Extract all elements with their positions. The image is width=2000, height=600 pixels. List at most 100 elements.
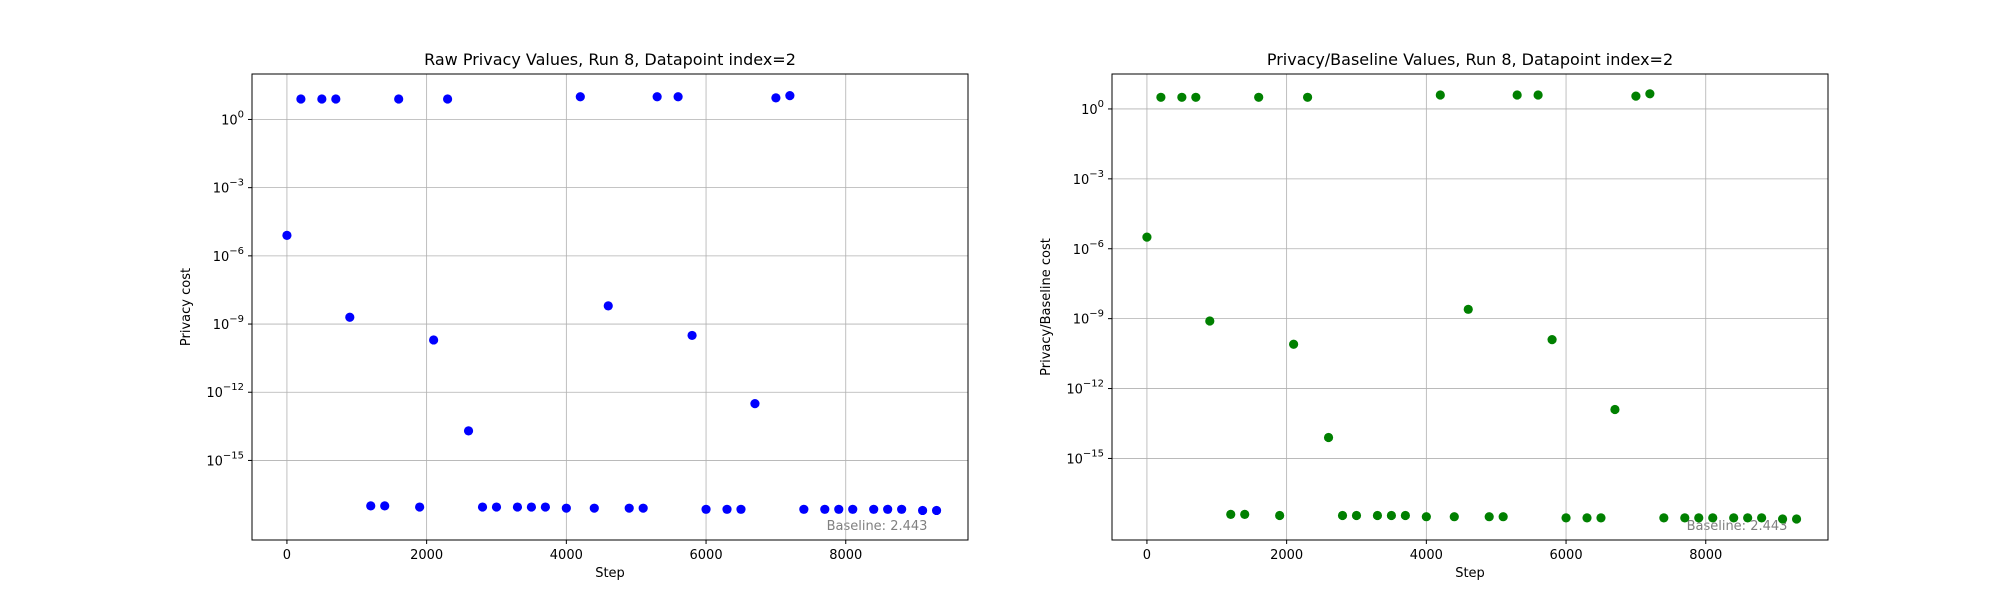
data-point xyxy=(1240,509,1250,519)
data-point xyxy=(785,90,795,101)
data-point xyxy=(589,503,599,513)
data-point xyxy=(687,330,697,341)
data-point xyxy=(1156,92,1166,102)
data-point xyxy=(1659,513,1669,523)
data-point xyxy=(1351,510,1362,521)
data-point xyxy=(624,503,634,513)
y-tick-label: 10−3 xyxy=(1073,169,1104,188)
data-point xyxy=(1777,514,1788,524)
y-tick-label: 10−15 xyxy=(206,450,244,469)
data-point xyxy=(1226,509,1236,519)
y-axis-label: Privacy/Baseline cost xyxy=(1039,238,1054,376)
data-point xyxy=(296,94,306,104)
data-point xyxy=(603,301,613,311)
data-point xyxy=(1323,432,1334,443)
data-point xyxy=(1142,232,1152,242)
x-tick-label: 6000 xyxy=(690,548,723,563)
axis-ticks: 0 2000 4000 6000 8000 100 10−3 10−6 10−9 10−12 10−… xyxy=(206,109,862,563)
x-axis-label: Step xyxy=(595,566,625,581)
y-tick-label: 10−12 xyxy=(1066,379,1104,398)
x-tick-label: 8000 xyxy=(829,548,862,563)
data-point xyxy=(1463,304,1473,314)
data-point xyxy=(1757,513,1767,523)
x-tick-label: 6000 xyxy=(1550,548,1583,563)
plot-frame xyxy=(1111,73,1829,541)
axis-ticks: 0 2000 4000 6000 8000 100 10−3 10−6 10−9 10−12 10−… xyxy=(1066,99,1722,563)
grid-lines xyxy=(1112,74,1828,540)
data-point xyxy=(1610,404,1620,415)
data-point xyxy=(1372,510,1383,521)
data-point xyxy=(526,502,537,512)
data-point xyxy=(848,504,858,514)
data-point xyxy=(1561,513,1571,523)
data-point xyxy=(512,502,523,512)
data-point xyxy=(750,399,760,409)
data-point xyxy=(345,312,355,322)
data-point xyxy=(1680,513,1690,523)
data-point xyxy=(380,501,390,511)
data-point xyxy=(366,501,376,511)
data-point xyxy=(1484,512,1494,522)
x-tick-label: 0 xyxy=(283,548,291,563)
data-point xyxy=(799,504,809,514)
data-point xyxy=(575,92,585,102)
data-point xyxy=(415,502,425,512)
data-points xyxy=(282,90,942,516)
y-axis-label: Privacy cost xyxy=(179,268,194,346)
data-point xyxy=(1275,510,1285,521)
raw-privacy-chart: Raw Privacy Values, Run 8, Datapoint ind… xyxy=(179,50,969,581)
plot-frame xyxy=(251,73,969,541)
x-tick-label: 4000 xyxy=(1410,548,1443,563)
data-point xyxy=(1435,90,1445,100)
data-point xyxy=(1449,512,1459,522)
data-point xyxy=(561,503,571,513)
y-tick-label: 10−6 xyxy=(1073,239,1104,258)
data-point xyxy=(540,502,550,512)
y-tick-label: 10−9 xyxy=(213,314,244,333)
x-tick-label: 8000 xyxy=(1689,548,1722,563)
data-point xyxy=(477,502,488,512)
chart-title: Raw Privacy Values, Run 8, Datapoint ind… xyxy=(424,50,796,69)
baseline-annotation: Baseline: 2.443 xyxy=(1687,519,1788,534)
data-point xyxy=(771,93,781,103)
x-tick-label: 4000 xyxy=(550,548,583,563)
data-point xyxy=(736,504,746,514)
data-point xyxy=(1289,339,1299,349)
data-point xyxy=(1694,513,1704,523)
y-tick-label: 100 xyxy=(1081,99,1104,118)
data-point xyxy=(1205,316,1215,326)
baseline-annotation: Baseline: 2.443 xyxy=(827,519,928,534)
data-point xyxy=(394,94,404,104)
data-point xyxy=(1498,512,1508,522)
data-point xyxy=(1547,335,1557,345)
data-point xyxy=(1386,510,1397,521)
data-point xyxy=(883,504,893,514)
y-tick-label: 10−6 xyxy=(213,246,244,265)
data-point xyxy=(442,94,453,104)
data-point xyxy=(1533,90,1543,100)
data-point xyxy=(1582,513,1592,523)
data-point xyxy=(897,504,907,514)
chart-title: Privacy/Baseline Values, Run 8, Datapoin… xyxy=(1267,50,1673,69)
data-point xyxy=(820,504,830,514)
data-point xyxy=(463,426,474,436)
data-point xyxy=(282,230,292,240)
data-point xyxy=(1421,512,1431,522)
data-point xyxy=(638,503,648,513)
data-point xyxy=(917,505,928,516)
data-point xyxy=(1337,510,1348,521)
data-point xyxy=(491,502,502,512)
y-tick-label: 10−9 xyxy=(1073,309,1104,328)
data-point xyxy=(1254,92,1264,102)
data-point xyxy=(1645,89,1655,99)
x-axis-label: Step xyxy=(1455,566,1485,581)
data-points xyxy=(1142,89,1802,524)
data-point xyxy=(1791,514,1802,524)
data-point xyxy=(701,504,711,514)
x-tick-label: 2000 xyxy=(410,548,443,563)
x-tick-label: 2000 xyxy=(1270,548,1303,563)
x-tick-label: 0 xyxy=(1143,548,1151,563)
data-point xyxy=(1512,90,1522,100)
data-point xyxy=(1400,510,1410,521)
